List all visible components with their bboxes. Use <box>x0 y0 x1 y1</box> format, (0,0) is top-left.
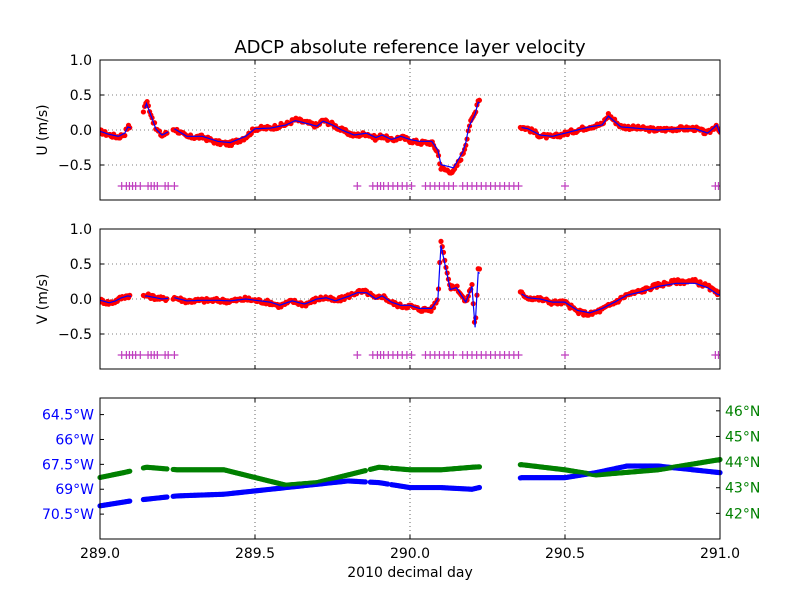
flag-marker <box>136 182 145 190</box>
smoothed-line <box>521 115 720 137</box>
flag-marker <box>136 351 145 359</box>
raw-point <box>140 109 146 115</box>
x-axis-label: 2010 decimal day <box>347 565 472 581</box>
smoothed-line <box>521 282 720 314</box>
flag-marker <box>153 351 162 359</box>
raw-point <box>144 98 150 105</box>
flag-marker <box>407 351 416 359</box>
flag-marker <box>153 182 162 190</box>
x-tick-label: 289.5 <box>235 546 275 562</box>
raw-point <box>476 266 483 272</box>
longitude-point <box>127 498 133 504</box>
raw-point <box>458 157 464 163</box>
x-tick-label: 289.0 <box>80 546 120 562</box>
raw-point <box>438 238 444 244</box>
panel-1-ylabel: V (m/s) <box>35 274 51 325</box>
raw-point <box>469 281 475 288</box>
smoothed-line <box>144 295 169 300</box>
left-y-tick-label: 66°W <box>55 432 94 448</box>
panel-1-frame <box>99 228 721 370</box>
left-y-tick-label: 69°W <box>55 482 94 498</box>
left-y-tick-label: 64.5°W <box>42 408 94 424</box>
chart-title: ADCP absolute reference layer velocity <box>234 37 586 58</box>
latitude-point <box>362 468 368 474</box>
smoothed-line <box>174 245 480 328</box>
flag-marker <box>353 182 362 190</box>
y-tick-label: 1.0 <box>70 53 92 69</box>
flag-marker <box>170 182 179 190</box>
right-y-tick-label: 42°N <box>725 506 760 522</box>
smoothed-line <box>100 295 132 304</box>
flag-marker <box>714 182 720 190</box>
latitude-point <box>164 466 170 472</box>
left-y-tick-label: 67.5°W <box>42 457 94 473</box>
longitude-point <box>476 484 483 491</box>
x-tick-label: 290.5 <box>545 546 585 562</box>
flag-marker <box>514 351 523 359</box>
flag-marker <box>353 351 362 359</box>
raw-point <box>476 97 483 103</box>
smoothed-line <box>174 101 481 169</box>
latitude-point <box>127 468 133 474</box>
panel-1-data <box>100 238 720 359</box>
x-tick-label: 290.0 <box>390 546 430 562</box>
longitude-point <box>164 494 170 500</box>
right-y-tick-label: 44°N <box>725 455 760 471</box>
panel-2-frame <box>99 397 721 540</box>
flag-marker <box>514 182 523 190</box>
latitude-point <box>385 465 391 471</box>
smoothed-line <box>100 126 132 137</box>
raw-point <box>164 130 170 136</box>
flag-marker <box>449 351 458 359</box>
latitude-point <box>476 464 483 470</box>
y-tick-label: 1.0 <box>70 222 92 238</box>
x-tick-label: 291.0 <box>700 546 740 562</box>
flag-marker <box>714 351 720 359</box>
y-tick-label: −0.5 <box>58 158 92 174</box>
smoothed-line <box>144 101 169 136</box>
y-tick-label: 0.0 <box>70 292 92 308</box>
raw-point <box>156 128 163 134</box>
longitude-point <box>362 479 368 485</box>
panel-0-ylabel: U (m/s) <box>35 104 51 155</box>
y-tick-label: −0.5 <box>58 327 92 343</box>
panel-0-data <box>100 97 720 190</box>
panel-0-frame <box>99 59 721 201</box>
flag-marker <box>449 182 458 190</box>
y-tick-label: 0.5 <box>70 257 92 273</box>
flag-marker <box>407 182 416 190</box>
left-y-tick-label: 70.5°W <box>42 507 94 523</box>
right-y-tick-label: 46°N <box>725 404 760 420</box>
y-tick-label: 0.0 <box>70 123 92 139</box>
flag-marker <box>561 182 569 190</box>
right-y-tick-label: 43°N <box>725 481 760 497</box>
raw-point <box>127 292 133 298</box>
flag-marker <box>561 351 569 359</box>
flag-marker <box>170 351 179 359</box>
y-tick-label: 0.5 <box>70 88 92 104</box>
right-y-tick-label: 45°N <box>725 429 760 445</box>
